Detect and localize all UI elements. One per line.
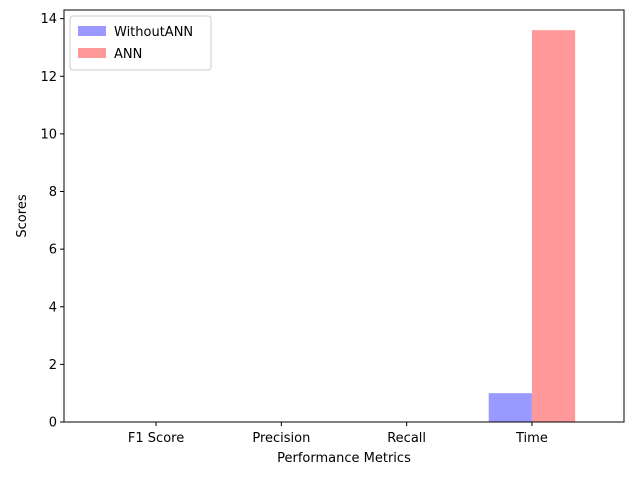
x-tick-label: Precision bbox=[252, 431, 310, 446]
axes-group: 0 2 4 6 8 10 12 14 F1 Score Precision Recall Time bbox=[40, 9, 625, 446]
y-tick-label: 4 bbox=[49, 300, 57, 315]
legend-swatch-ann bbox=[78, 48, 106, 58]
y-tick-label: 8 bbox=[49, 185, 57, 200]
y-tick-label: 0 bbox=[49, 416, 57, 431]
y-tick-label: 6 bbox=[49, 243, 57, 258]
legend-swatch-withoutann bbox=[78, 26, 106, 36]
y-tick-label: 12 bbox=[40, 70, 57, 85]
y-tick-label: 2 bbox=[49, 358, 57, 373]
plot-frame bbox=[63, 9, 625, 423]
y-axis-label: Scores bbox=[15, 194, 30, 237]
y-tick-label: 14 bbox=[40, 12, 57, 27]
x-tick-label: Recall bbox=[387, 431, 426, 446]
x-axis-label: Performance Metrics bbox=[277, 451, 411, 466]
bars-group bbox=[156, 30, 576, 422]
bar-ann-3 bbox=[531, 30, 576, 422]
x-tick-label: Time bbox=[515, 431, 548, 446]
legend-label-withoutann: WithoutANN bbox=[114, 25, 193, 40]
x-tick-label: F1 Score bbox=[128, 431, 184, 446]
bar-withoutann-3 bbox=[488, 393, 532, 422]
legend-label-ann: ANN bbox=[114, 47, 142, 62]
y-tick-label: 10 bbox=[40, 127, 57, 142]
legend: WithoutANN ANN bbox=[69, 15, 212, 71]
